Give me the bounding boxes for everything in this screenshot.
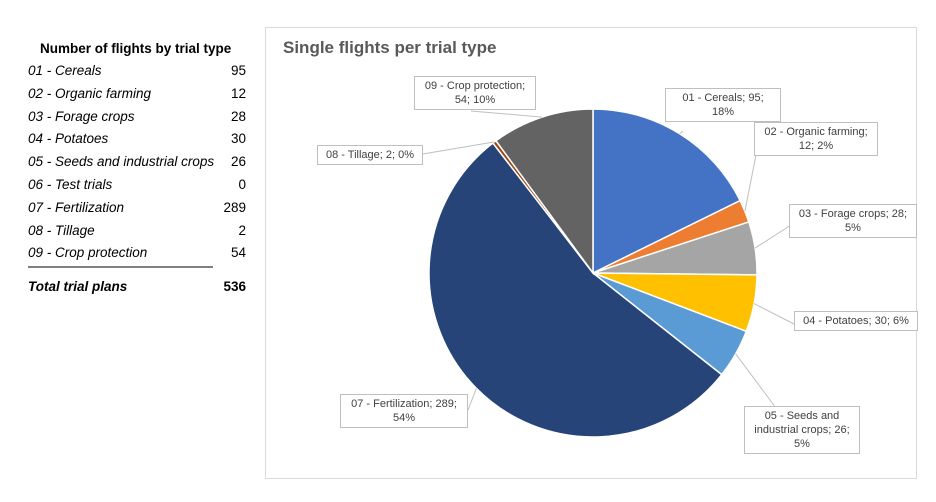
table-row-forage-crops: 03 - Forage crops 28 <box>28 106 250 129</box>
table-divider <box>28 266 213 269</box>
data-label-potatoes: 04 - Potatoes; 30; 6% <box>794 311 918 331</box>
pie-slice-cereals <box>592 108 742 275</box>
pie-slice-fertilization <box>428 142 723 438</box>
table-row-fertilization: 07 - Fertilization 289 <box>28 197 250 220</box>
leader-line-seeds-and-industrial-crops <box>735 353 777 409</box>
row-value: 30 <box>230 131 246 147</box>
table-row-cereals: 01 - Cereals 95 <box>28 60 250 83</box>
table-row-tillage: 08 - Tillage 2 <box>28 220 250 243</box>
leader-line-organic-farming <box>744 154 757 212</box>
row-value: 0 <box>238 176 246 192</box>
row-label: 08 - Tillage <box>28 222 95 238</box>
table-total-row: Total trial plans 536 <box>28 274 250 300</box>
leader-line-potatoes <box>753 303 795 325</box>
table-row-potatoes: 04 - Potatoes 30 <box>28 128 250 151</box>
row-value: 95 <box>230 63 246 78</box>
table-row-organic-farming: 02 - Organic farming 12 <box>28 83 250 106</box>
total-label: Total trial plans <box>28 279 128 295</box>
data-label-organic-farming: 02 - Organic farming; 12; 2% <box>754 122 878 156</box>
row-label: 06 - Test trials <box>28 176 113 192</box>
row-value: 289 <box>223 199 246 215</box>
row-value: 12 <box>230 85 246 101</box>
table-title: Number of flights by trial type <box>40 41 232 56</box>
row-value: 2 <box>238 222 246 238</box>
data-label-forage-crops: 03 - Forage crops; 28; 5% <box>789 204 917 238</box>
row-value: 26 <box>230 154 246 170</box>
data-label-fertilization: 07 - Fertilization; 289; 54% <box>340 394 468 428</box>
row-value: 54 <box>230 245 246 261</box>
row-label: 09 - Crop protection <box>28 245 148 261</box>
leader-line-tillage <box>422 141 495 155</box>
data-label-seeds-industrial: 05 - Seeds and industrial crops; 26; 5% <box>744 406 860 454</box>
flights-summary-table: Number of flights by trial type 01 - Cer… <box>28 38 250 300</box>
row-label: 03 - Forage crops <box>28 108 135 124</box>
data-label-tillage: 08 - Tillage; 2; 0% <box>317 145 423 165</box>
table-row-seeds-industrial: 05 - Seeds and industrial crops 26 <box>28 151 250 174</box>
leader-line-crop-protection <box>470 110 543 118</box>
data-label-crop-protection: 09 - Crop protection; 54; 10% <box>414 76 536 110</box>
table-row-crop-protection: 09 - Crop protection 54 <box>28 242 250 265</box>
total-value: 536 <box>223 279 246 295</box>
table-rows: 01 - Cereals 95 02 - Organic farming 12 … <box>28 60 250 265</box>
data-label-cereals: 01 - Cereals; 95; 18% <box>665 88 781 122</box>
row-value: 28 <box>230 108 246 124</box>
row-label: 02 - Organic farming <box>28 85 152 101</box>
pie-chart-canvas <box>422 108 795 438</box>
row-label: 07 - Fertilization <box>28 199 125 215</box>
table-row-test-trials: 06 - Test trials 0 <box>28 174 250 197</box>
row-label: 04 - Potatoes <box>28 131 109 147</box>
pie-chart: Single flights per trial type 01 - Cerea… <box>265 27 918 479</box>
row-label: 05 - Seeds and industrial crops <box>28 154 214 170</box>
leader-line-forage-crops <box>754 224 792 249</box>
row-label: 01 - Cereals <box>28 63 102 78</box>
leader-line-cereals <box>679 130 684 135</box>
chart-title: Single flights per trial type <box>283 38 497 57</box>
leader-line-fertilization <box>467 388 477 411</box>
